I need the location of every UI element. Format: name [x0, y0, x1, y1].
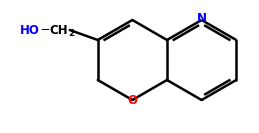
Text: HO: HO	[20, 24, 40, 36]
Text: 2: 2	[68, 28, 74, 38]
Text: O: O	[127, 95, 138, 107]
Text: CH: CH	[49, 24, 68, 36]
Text: N: N	[197, 13, 207, 26]
Text: ─: ─	[41, 24, 48, 36]
